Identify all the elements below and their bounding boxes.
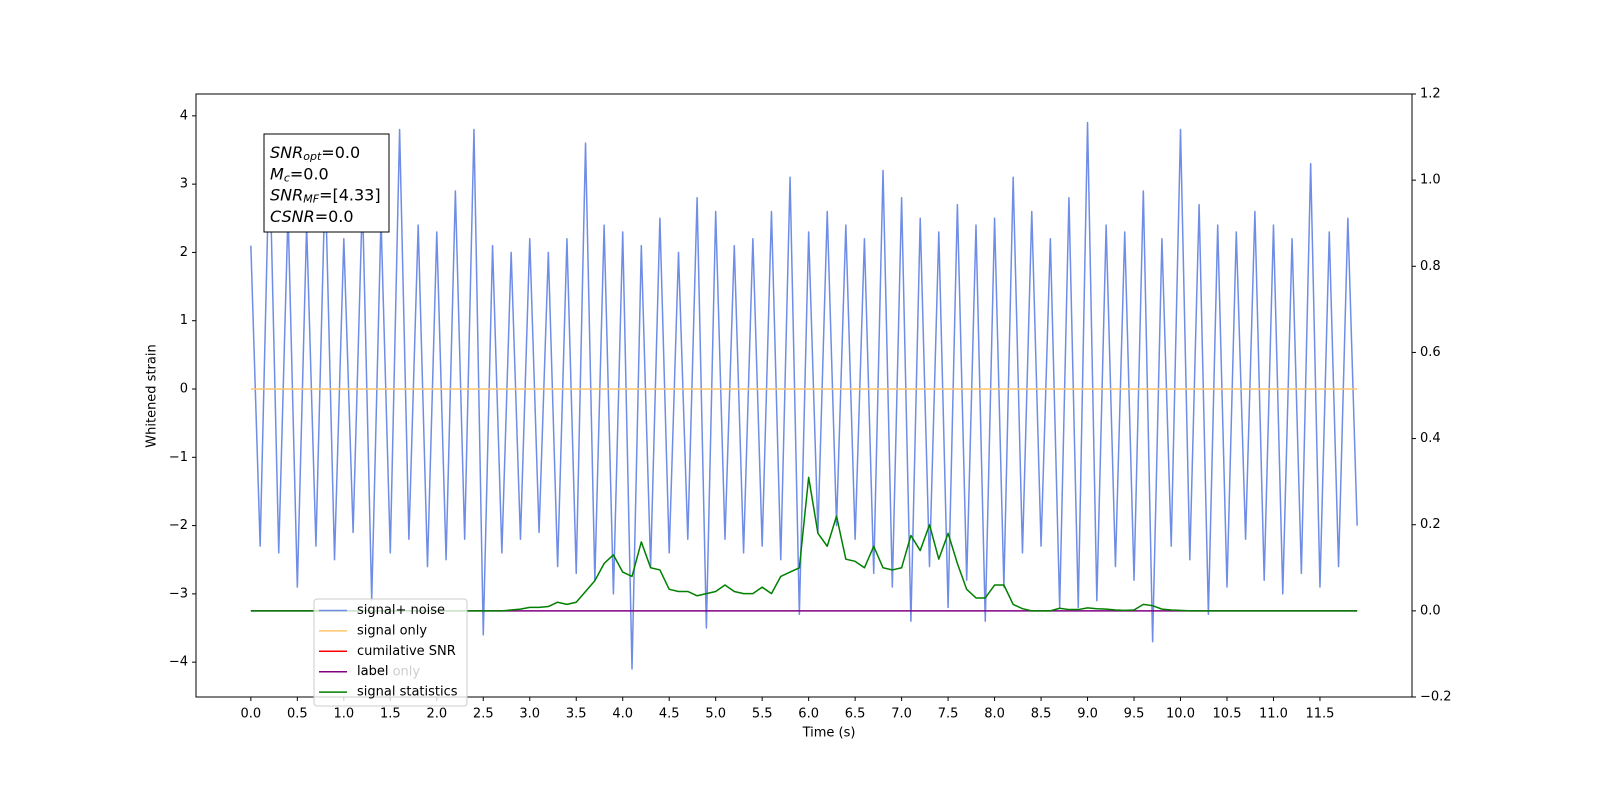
annotation-rest: =0.0: [321, 143, 360, 162]
x-tick-label: 8.0: [984, 707, 1005, 722]
legend-box: [313, 598, 468, 707]
x-tick-label: 4.0: [612, 707, 633, 722]
annotation: CSNR=0.0: [270, 206, 354, 225]
annotation-box: [263, 133, 390, 233]
y-tick-label: −3: [169, 586, 188, 601]
y2-tick-label: 0.8: [1420, 259, 1441, 274]
x-tick-label: 0.0: [241, 707, 262, 722]
annotation-sub: MF: [303, 193, 319, 206]
x-tick-label: 6.5: [845, 707, 866, 722]
y-axis-label: Whitened strain: [145, 344, 160, 447]
annotation-main: M: [270, 164, 284, 183]
y2-tick-label: 1.2: [1420, 87, 1441, 102]
annotation-rest: =0.0: [315, 206, 354, 225]
x-tick-label: 6.0: [798, 707, 819, 722]
y2-tick-label: −0.2: [1420, 690, 1452, 705]
legend-label: signal only: [357, 623, 427, 638]
annotation-sub: opt: [303, 150, 322, 163]
y2-tick-label: 0.4: [1420, 431, 1441, 446]
x-tick-label: 11.0: [1259, 707, 1288, 722]
x-tick-label: 5.5: [752, 707, 773, 722]
legend-label: signal statistics: [357, 685, 458, 700]
y-tick-label: 3: [180, 177, 188, 192]
y2-tick-label: 0.6: [1420, 345, 1441, 360]
x-tick-label: 11.5: [1305, 707, 1334, 722]
annotation: SNRopt=0.0: [270, 143, 360, 164]
y-tick-label: 0: [180, 382, 188, 397]
x-tick-label: 7.5: [938, 707, 959, 722]
y2-tick-label: 1.0: [1420, 173, 1441, 188]
x-tick-label: 4.5: [659, 707, 680, 722]
y-tick-label: −2: [169, 518, 188, 533]
y-tick-label: 2: [180, 245, 188, 260]
y-tick-label: −4: [169, 655, 188, 670]
x-tick-label: 2.5: [473, 707, 494, 722]
x-tick-label: 7.0: [891, 707, 912, 722]
legend-label: cumilative SNR: [357, 644, 456, 659]
annotation-main: SNR: [270, 185, 303, 204]
x-tick-label: 0.5: [287, 707, 308, 722]
series-line: [250, 121, 1358, 670]
x-tick-label: 9.0: [1077, 707, 1098, 722]
plot-frame: [195, 93, 1413, 698]
x-tick-label: 3.0: [519, 707, 540, 722]
y-tick-label: 4: [180, 108, 188, 123]
annotation: SNRMF=[4.33]: [270, 185, 381, 206]
y2-tick-label: 0.2: [1420, 517, 1441, 532]
x-tick-label: 1.5: [380, 707, 401, 722]
x-tick-label: 10.5: [1213, 707, 1242, 722]
y-tick-label: −1: [169, 450, 188, 465]
x-tick-label: 8.5: [1031, 707, 1052, 722]
x-axis-label: Time (s): [802, 726, 856, 741]
x-tick-label: 10.0: [1166, 707, 1195, 722]
x-tick-label: 9.5: [1124, 707, 1145, 722]
annotation-sub: c: [284, 171, 290, 184]
x-tick-label: 5.0: [705, 707, 726, 722]
x-tick-label: 1.0: [333, 707, 354, 722]
annotation-main: CSNR: [270, 206, 315, 225]
annotation-main: SNR: [270, 143, 303, 162]
legend-label: label: [357, 664, 388, 679]
annotation-rest: =0.0: [290, 164, 329, 183]
x-tick-label: 2.0: [426, 707, 447, 722]
annotation: Mc=0.0: [270, 164, 329, 185]
y-tick-label: 1: [180, 313, 188, 328]
y2-tick-label: 0.0: [1420, 603, 1441, 618]
annotation-rest: =[4.33]: [319, 185, 381, 204]
x-tick-label: 3.5: [566, 707, 587, 722]
legend-label: signal+ noise: [357, 603, 445, 618]
